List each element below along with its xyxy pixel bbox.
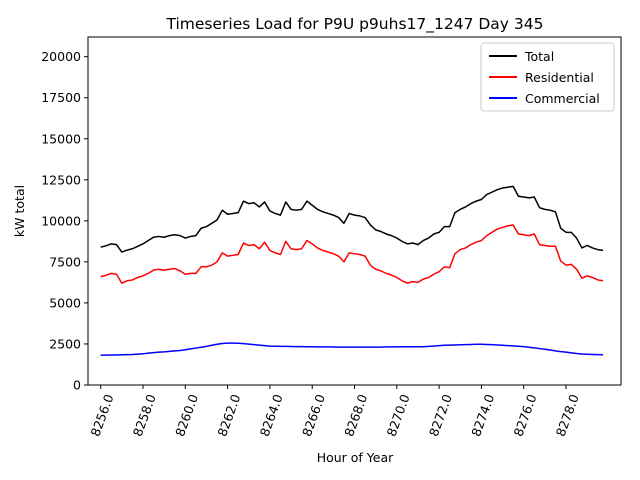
y-tick-label: 7500 [49, 254, 81, 269]
y-tick-label: 15000 [41, 131, 81, 146]
y-tick-label: 0 [73, 378, 81, 393]
plot-area-frame [87, 36, 622, 386]
y-tick-label: 2500 [49, 336, 81, 351]
legend-label-total: Total [524, 49, 554, 64]
y-axis-label: kW total [12, 185, 27, 237]
series-line-total [100, 185, 604, 253]
y-tick-label: 17500 [41, 90, 81, 105]
x-axis-label: Hour of Year [317, 450, 394, 465]
y-tick-label: 5000 [49, 295, 81, 310]
series-line-residential [100, 224, 604, 284]
legend-frame [480, 42, 615, 112]
legend: Total Residential Commercial [480, 42, 615, 112]
y-tick-label: 12500 [41, 172, 81, 187]
y-tick-label: 10000 [41, 213, 81, 228]
chart-title: Timeseries Load for P9U p9uhs17_1247 Day… [166, 15, 544, 34]
y-axis-ticks: 0 2500 5000 7500 10000 12500 15000 17500 20000 [41, 49, 88, 393]
legend-label-commercial: Commercial [525, 91, 600, 106]
series-line-commercial [100, 342, 604, 356]
y-tick-label: 20000 [41, 49, 81, 64]
plot-lines [100, 185, 604, 356]
legend-label-residential: Residential [525, 70, 594, 85]
